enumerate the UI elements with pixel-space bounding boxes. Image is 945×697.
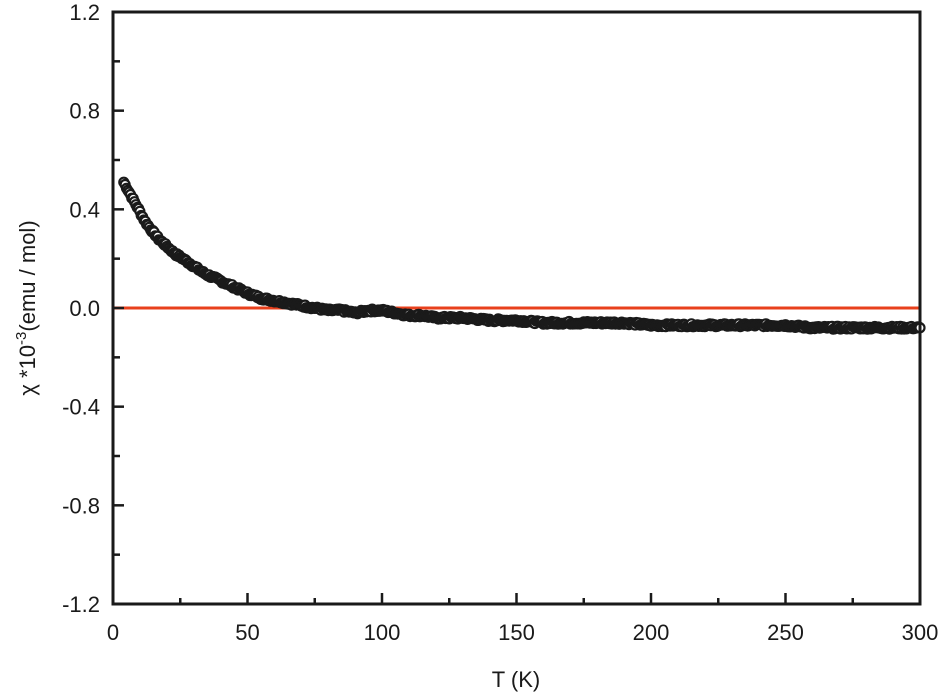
x-tick-label: 250 bbox=[767, 620, 804, 645]
x-tick-label: 150 bbox=[498, 620, 535, 645]
y-axis-ticks: -1.2 -0.8 -0.4 0.0 0.4 0.8 1.2 bbox=[62, 0, 124, 617]
x-axis-title: T (K) bbox=[492, 667, 540, 692]
y-tick-label: -0.8 bbox=[62, 493, 100, 518]
x-tick-label: 0 bbox=[107, 620, 119, 645]
x-tick-label: 200 bbox=[633, 620, 670, 645]
x-axis-ticks: 0 50 100 150 200 250 300 bbox=[107, 593, 938, 645]
x-tick-label: 50 bbox=[235, 620, 259, 645]
y-tick-label: 1.2 bbox=[69, 0, 100, 25]
x-tick-label: 300 bbox=[902, 620, 939, 645]
y-tick-label: 0.4 bbox=[69, 197, 100, 222]
y-axis-title-superscript: -3 bbox=[13, 332, 30, 345]
y-tick-label: 0.0 bbox=[69, 296, 100, 321]
data-series bbox=[118, 176, 926, 335]
y-tick-label: 0.8 bbox=[69, 99, 100, 124]
y-tick-label: -0.4 bbox=[62, 395, 100, 420]
y-axis-title-prefix: χ *10 bbox=[15, 345, 40, 396]
y-tick-label: -1.2 bbox=[62, 592, 100, 617]
y-axis-title: χ *10-3(emu / mol) bbox=[13, 220, 40, 395]
x-tick-label: 100 bbox=[364, 620, 401, 645]
y-axis-title-suffix: (emu / mol) bbox=[15, 220, 40, 331]
